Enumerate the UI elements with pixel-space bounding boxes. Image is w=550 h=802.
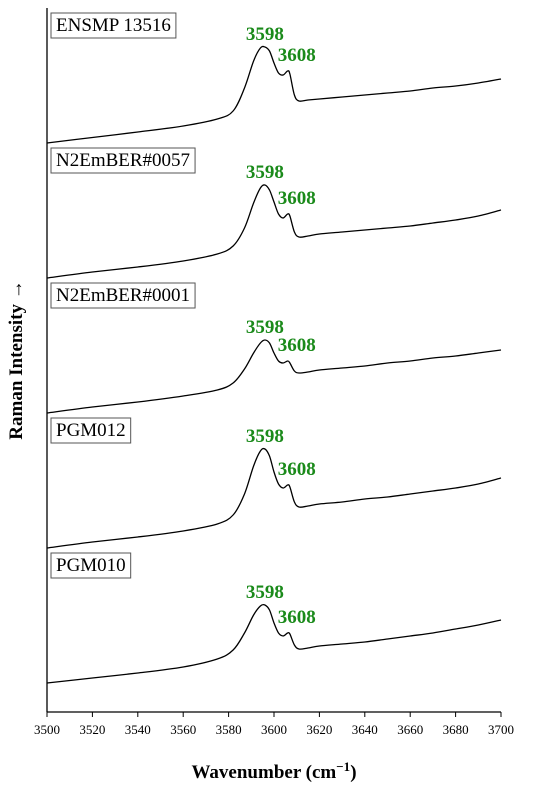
x-tick-label: 3580 [216,722,242,737]
sample-label: N2EmBER#0001 [56,285,190,306]
x-tick-label: 3520 [79,722,105,737]
x-tick-label: 3640 [352,722,378,737]
x-tick-label: 3560 [170,722,196,737]
spectrum-line [46,339,502,414]
x-tick-label: 3680 [443,722,469,737]
peak-label-3608: 3608 [278,335,316,356]
x-tick-label: 3620 [306,722,332,737]
spectrum-line [46,447,502,549]
x-tick-label: 3600 [261,722,287,737]
sample-label: N2EmBER#0057 [56,150,190,171]
sample-label: ENSMP 13516 [56,15,171,36]
y-axis-title: Raman Intensity → [6,280,27,439]
sample-label: PGM012 [56,420,126,441]
spectrum-panel: PGM010 3598 3608 [46,552,502,684]
peak-label-3608: 3608 [278,188,316,209]
peak-label-3608: 3608 [278,607,316,628]
sample-label-box [50,282,196,309]
peak-label-3598: 3598 [246,426,284,447]
spectrum-line [46,184,502,279]
sample-label-box [50,12,177,39]
plot-frame [46,8,501,713]
x-axis-ticks: 3500 3520 3540 3560 3580 3600 3620 3640 3660 3680… [34,712,514,737]
spectrum-panel: N2EmBER#0057 3598 3608 [46,147,502,279]
peak-label-3598: 3598 [246,317,284,338]
sample-label: PGM010 [56,555,126,576]
x-axis-title: Wavenumber (cm−1) [191,759,356,784]
x-tick-label: 3700 [488,722,514,737]
series-layer: ENSMP 13516 35983608N2EmBER#005735983608N… [46,12,502,684]
spectrum-line [46,45,502,144]
x-tick-label: 3540 [125,722,151,737]
spectrum-line [46,603,502,684]
peak-label-3608: 3608 [278,45,316,66]
spectrum-panel: PGM012 3598 3608 [46,417,502,549]
x-tick-label: 3500 [34,722,60,737]
sample-label-box [50,417,132,444]
sample-label-box [50,552,132,579]
sample-label-box [50,147,196,174]
x-tick-label: 3660 [397,722,423,737]
peak-label-3598: 3598 [246,582,284,603]
peak-label-3608: 3608 [278,459,316,480]
peak-label-3598: 3598 [246,24,284,45]
peak-label-3598: 3598 [246,162,284,183]
